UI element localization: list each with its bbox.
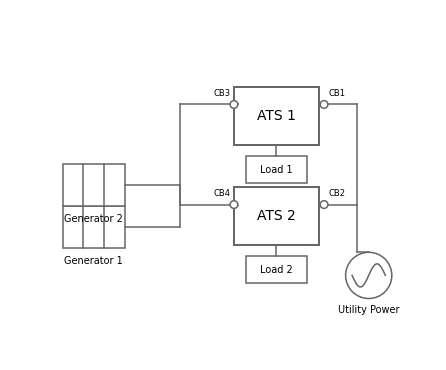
Text: Load 2: Load 2 <box>260 265 293 275</box>
Circle shape <box>230 101 238 108</box>
Text: CB4: CB4 <box>214 189 231 198</box>
FancyBboxPatch shape <box>63 164 124 206</box>
Circle shape <box>346 252 392 299</box>
FancyBboxPatch shape <box>245 156 307 183</box>
Circle shape <box>230 201 238 208</box>
Text: ATS 1: ATS 1 <box>257 109 296 122</box>
FancyBboxPatch shape <box>63 206 124 248</box>
Text: Generator 2: Generator 2 <box>64 214 123 224</box>
FancyBboxPatch shape <box>245 256 307 283</box>
Text: CB2: CB2 <box>329 189 346 198</box>
Text: Load 1: Load 1 <box>260 165 293 175</box>
Text: CB1: CB1 <box>329 88 346 98</box>
Text: Generator 1: Generator 1 <box>65 256 123 266</box>
Text: CB3: CB3 <box>214 88 231 98</box>
Circle shape <box>320 101 328 108</box>
Circle shape <box>320 201 328 208</box>
Text: Utility Power: Utility Power <box>338 305 400 314</box>
Text: ATS 2: ATS 2 <box>257 209 296 223</box>
FancyBboxPatch shape <box>234 87 318 145</box>
FancyBboxPatch shape <box>234 187 318 245</box>
